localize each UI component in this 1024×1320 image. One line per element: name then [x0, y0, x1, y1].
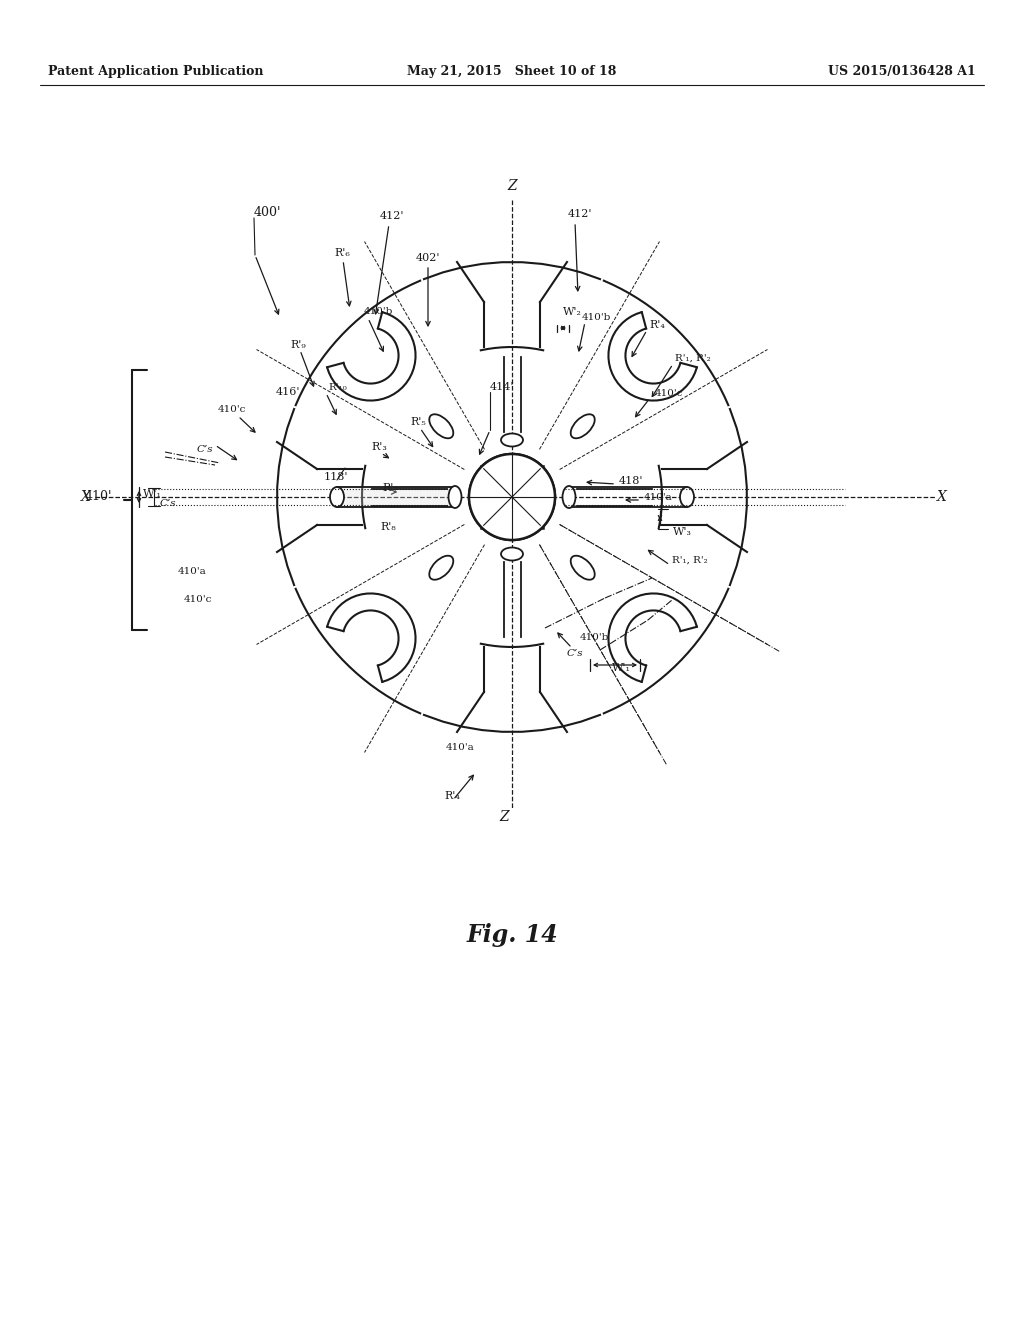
Text: 416': 416' — [275, 387, 300, 397]
Text: R'₁₀: R'₁₀ — [328, 383, 347, 392]
Circle shape — [469, 454, 555, 540]
Text: C’s: C’s — [566, 648, 584, 657]
Text: W'₂: W'₂ — [562, 308, 582, 317]
Text: Fig. 14: Fig. 14 — [466, 923, 558, 946]
Text: R'₇: R'₇ — [382, 483, 398, 492]
Text: 410'b: 410'b — [364, 308, 393, 317]
Text: Z: Z — [507, 180, 517, 193]
Circle shape — [469, 454, 555, 540]
Ellipse shape — [562, 486, 575, 508]
Text: 410'c: 410'c — [655, 388, 683, 397]
Ellipse shape — [680, 487, 694, 507]
Ellipse shape — [429, 556, 454, 579]
Text: 410'a: 410'a — [644, 492, 673, 502]
Text: W'₃: W'₃ — [673, 527, 692, 537]
Text: R'₄: R'₄ — [649, 319, 665, 330]
Ellipse shape — [501, 548, 523, 561]
Text: C’s: C’s — [160, 499, 176, 508]
Ellipse shape — [330, 487, 344, 507]
Ellipse shape — [429, 414, 454, 438]
Text: 414': 414' — [490, 381, 514, 392]
Text: R'₅: R'₅ — [411, 417, 426, 426]
Text: W'₁: W'₁ — [142, 488, 162, 499]
Ellipse shape — [449, 486, 462, 508]
Text: 410'c: 410'c — [218, 405, 246, 414]
Ellipse shape — [570, 556, 595, 579]
Text: R'₃: R'₃ — [371, 442, 387, 451]
Text: R'₆: R'₆ — [334, 248, 350, 257]
Ellipse shape — [570, 414, 595, 438]
Text: 410'c: 410'c — [184, 595, 212, 605]
Bar — [481, 466, 543, 528]
Ellipse shape — [501, 433, 523, 446]
Bar — [337, 487, 452, 507]
Text: R'₈: R'₈ — [380, 521, 396, 532]
Text: 410'b: 410'b — [582, 313, 611, 322]
Text: X: X — [81, 490, 91, 504]
Text: US 2015/0136428 A1: US 2015/0136428 A1 — [828, 66, 976, 78]
Text: Patent Application Publication: Patent Application Publication — [48, 66, 263, 78]
Text: W'₁: W'₁ — [611, 663, 631, 673]
Text: 410'a: 410'a — [177, 568, 207, 577]
Text: May 21, 2015   Sheet 10 of 18: May 21, 2015 Sheet 10 of 18 — [408, 66, 616, 78]
Text: 402': 402' — [416, 253, 440, 263]
Text: 412': 412' — [380, 211, 404, 220]
Text: 118': 118' — [324, 473, 348, 482]
Text: X: X — [937, 490, 947, 504]
Text: 412': 412' — [567, 209, 592, 219]
Text: 400': 400' — [254, 206, 282, 219]
Text: 410'b: 410'b — [580, 632, 609, 642]
Text: R'₁, R'₂: R'₁, R'₂ — [675, 354, 711, 363]
Text: 410': 410' — [85, 491, 112, 503]
Text: R'₉: R'₉ — [290, 341, 306, 350]
Text: R'₄: R'₄ — [444, 791, 460, 801]
Text: Z: Z — [499, 810, 509, 824]
Text: 410'a: 410'a — [445, 743, 474, 752]
Text: 418': 418' — [618, 477, 643, 486]
Text: R'₁, R'₂: R'₁, R'₂ — [672, 556, 708, 565]
Text: C’s: C’s — [197, 446, 213, 454]
